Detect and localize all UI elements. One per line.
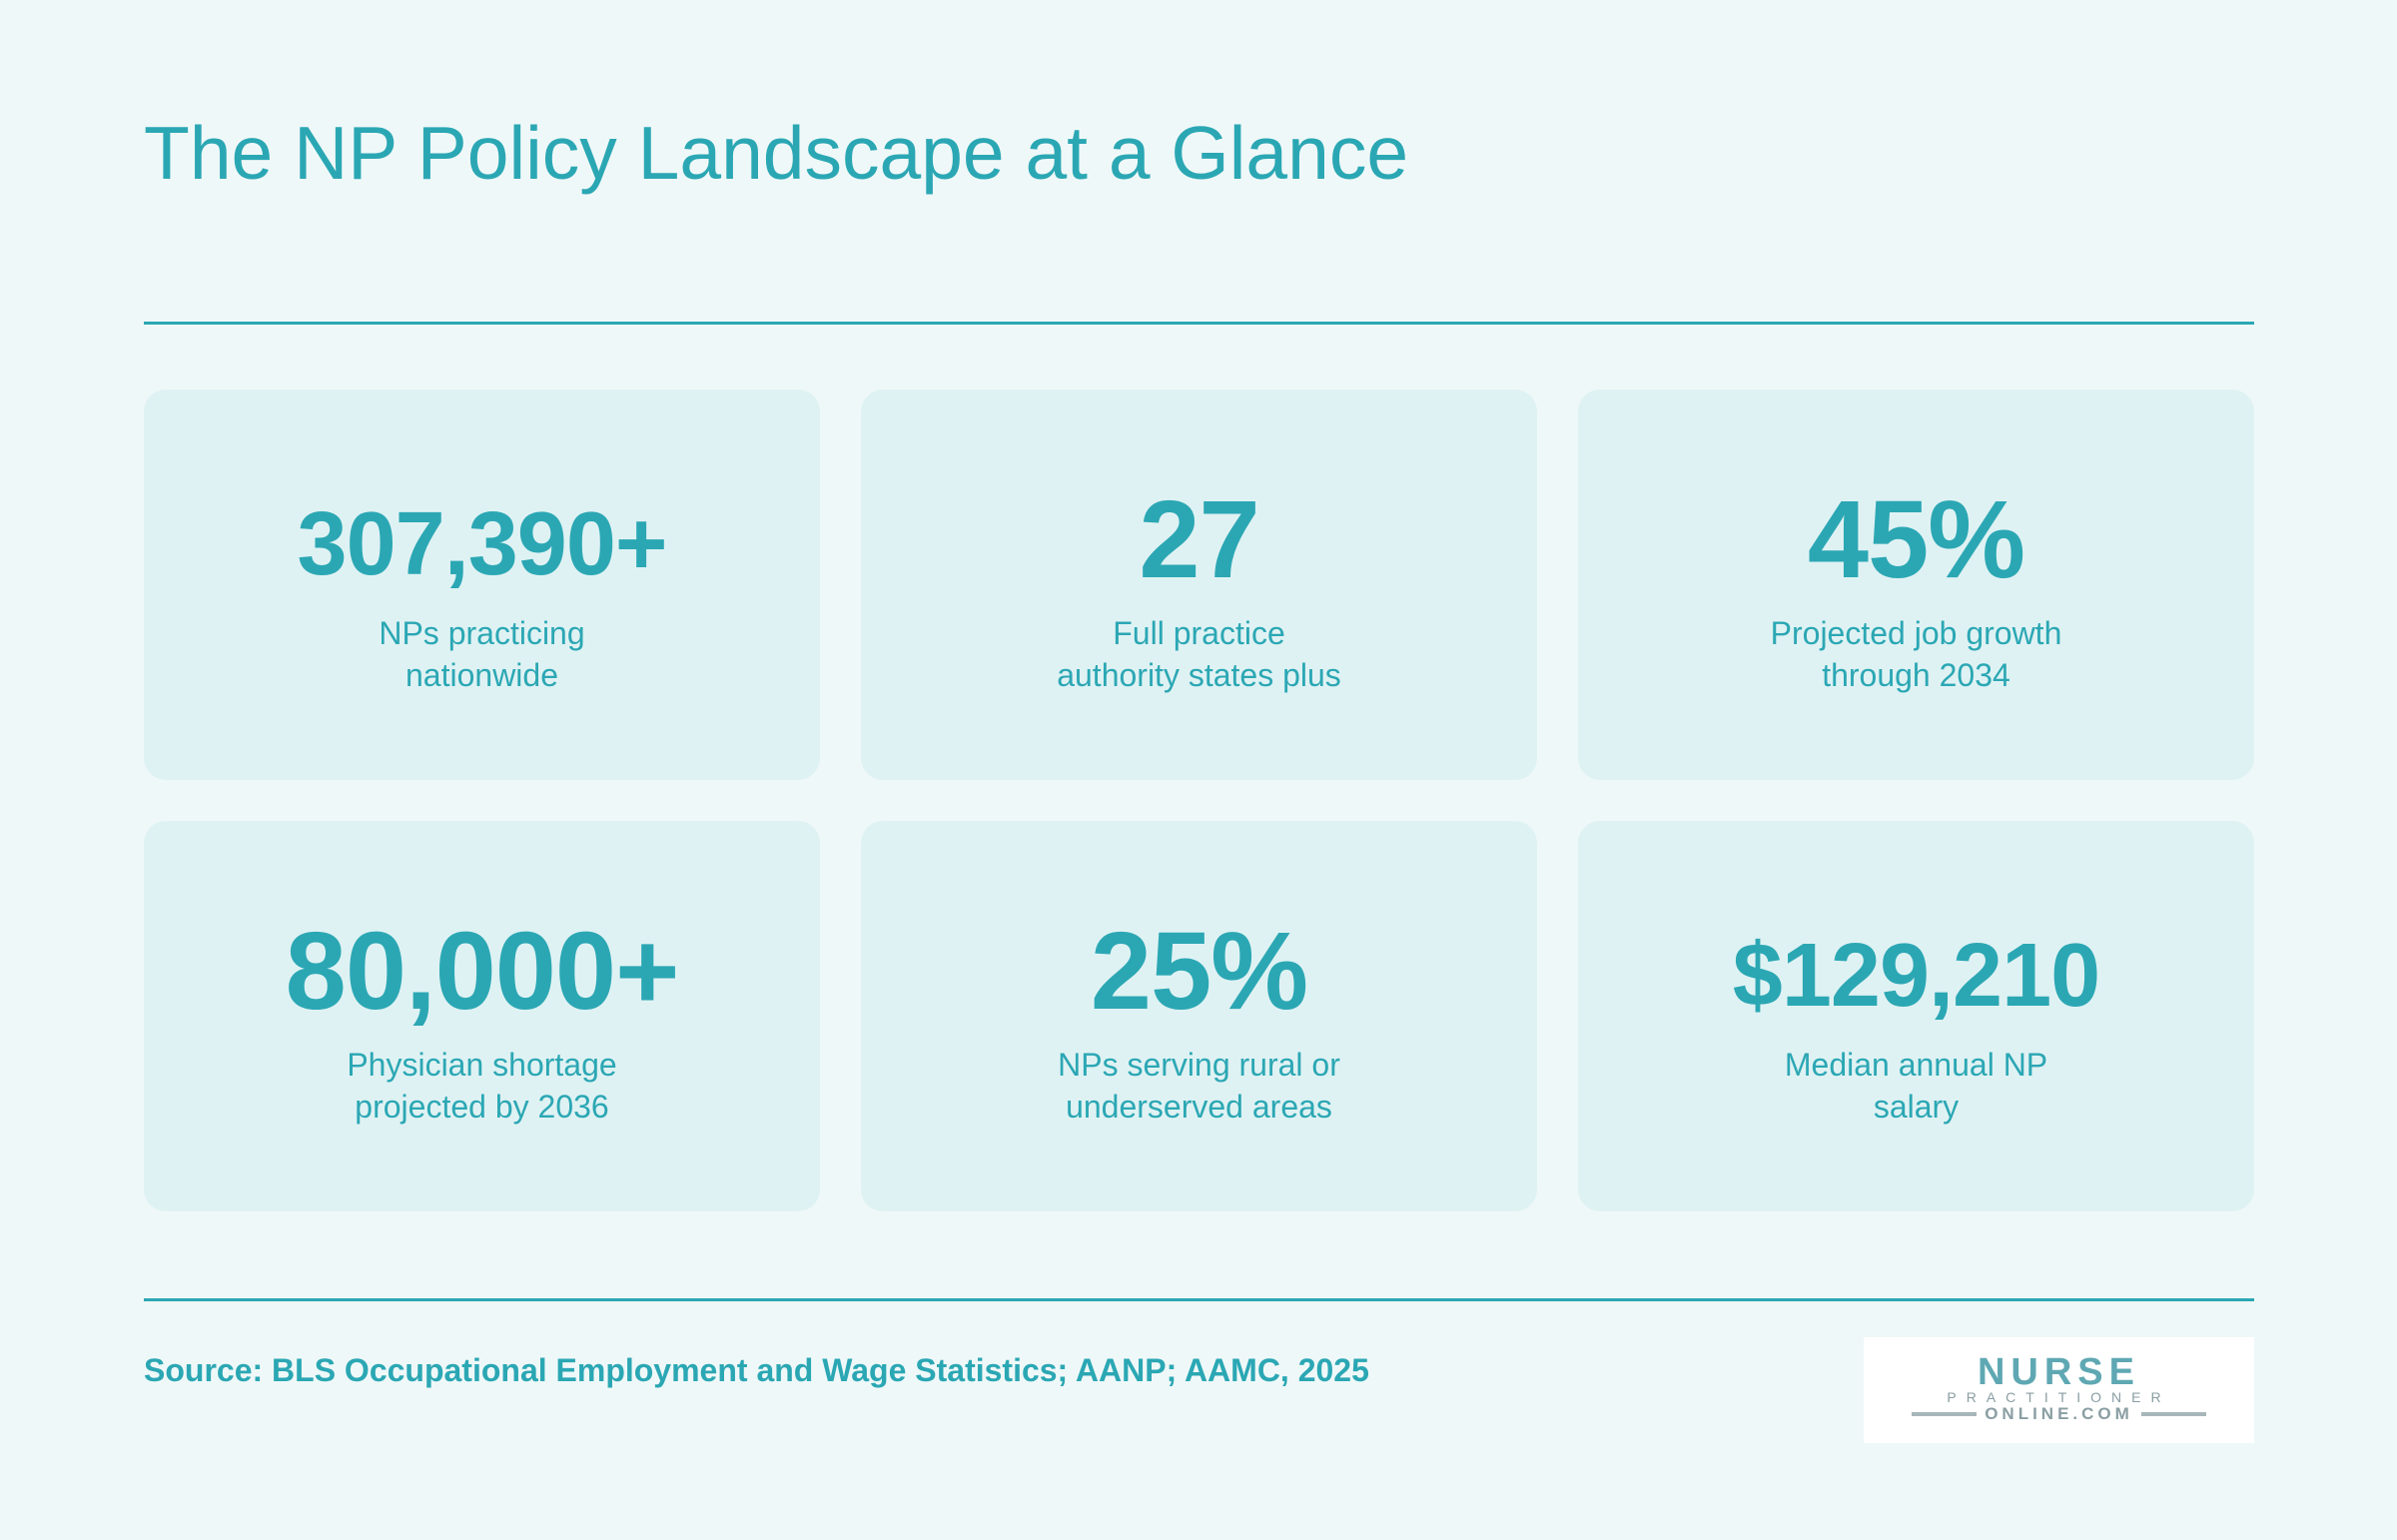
bottom-divider: [144, 1298, 2254, 1301]
stat-card-median-salary: $129,210 Median annual NP salary: [1578, 821, 2254, 1211]
stat-value: $129,210: [1732, 926, 2100, 1026]
logo-wordmark: NURSE: [1977, 1351, 2141, 1393]
page-title: The NP Policy Landscape at a Glance: [144, 111, 1409, 195]
stat-card-rural-underserved: 25% NPs serving rural or underserved are…: [861, 821, 1537, 1211]
top-divider: [144, 322, 2254, 325]
logo-subtitle: PRACTITIONER: [1947, 1389, 2171, 1405]
stat-label: NPs practicing nationwide: [379, 615, 585, 693]
stat-value: 307,390+: [297, 494, 668, 594]
stat-value: 25%: [1090, 910, 1308, 1033]
logo-rule-right: [2140, 1412, 2207, 1416]
stat-label: Projected job growth through 2034: [1770, 615, 2062, 693]
stat-label: Median annual NP salary: [1784, 1047, 2048, 1125]
stat-value: 27: [1139, 478, 1259, 601]
source-citation: Source: BLS Occupational Employment and …: [144, 1352, 1369, 1388]
stat-label: Physician shortage projected by 2036: [347, 1047, 617, 1125]
stat-value: 80,000+: [285, 910, 680, 1033]
stat-label: Full practice authority states plus: [1057, 615, 1341, 693]
stat-card-physician-shortage: 80,000+ Physician shortage projected by …: [144, 821, 820, 1211]
nurse-practitioner-online-logo: NURSE PRACTITIONER ONLINE.COM: [1864, 1337, 2254, 1443]
stat-label: NPs serving rural or underserved areas: [1058, 1047, 1340, 1125]
logo-domain: ONLINE.COM: [1985, 1404, 2133, 1423]
stat-card-job-growth: 45% Projected job growth through 2034: [1578, 389, 2254, 780]
stat-card-full-practice-states: 27 Full practice authority states plus: [861, 389, 1537, 780]
logo-rule-left: [1912, 1412, 1978, 1416]
logo-domain-row: ONLINE.COM: [1912, 1404, 2207, 1423]
stats-grid: 307,390+ NPs practicing nationwide 27 Fu…: [144, 389, 2254, 1211]
stat-value: 45%: [1807, 478, 2025, 601]
stat-card-nps-practicing: 307,390+ NPs practicing nationwide: [144, 389, 820, 780]
